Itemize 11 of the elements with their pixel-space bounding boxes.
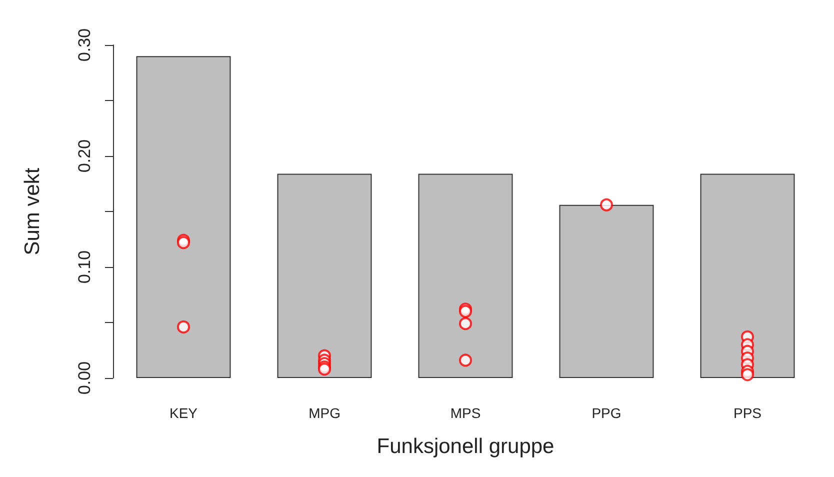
y-tick-label: 0.20 bbox=[75, 139, 94, 173]
x-axis-title: Funksjonell gruppe bbox=[376, 435, 554, 458]
x-tick-label: PPS bbox=[733, 405, 762, 421]
y-tick-label: 0.00 bbox=[75, 361, 94, 395]
y-tick-label: 0.30 bbox=[75, 28, 94, 62]
x-tick-label: MPS bbox=[450, 405, 481, 421]
y-tick-label: 0.10 bbox=[75, 250, 94, 284]
x-tick-label: MPG bbox=[308, 405, 340, 421]
y-axis-title: Sum vekt bbox=[21, 168, 44, 256]
x-tick-label: PPG bbox=[592, 405, 622, 421]
x-tick-label: KEY bbox=[169, 405, 198, 421]
